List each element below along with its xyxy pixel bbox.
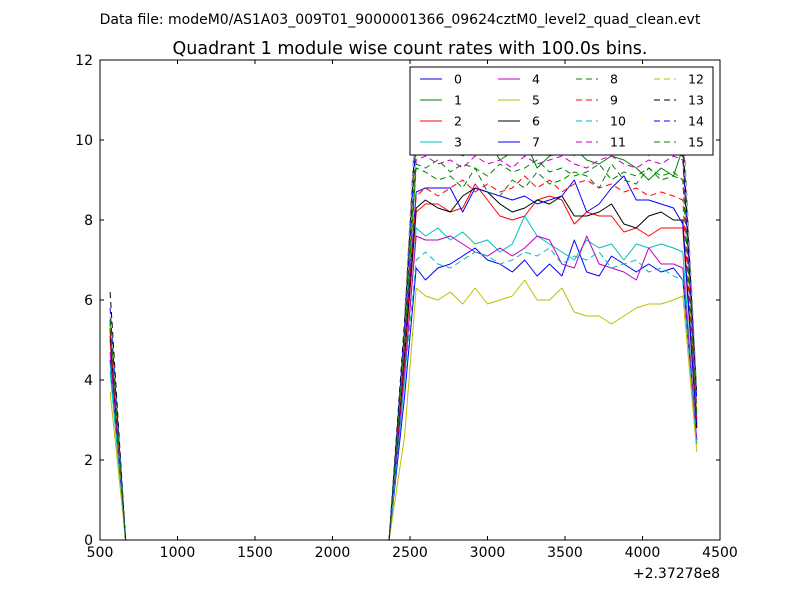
legend-label-9: 9: [610, 93, 618, 108]
y-tick-label: 0: [84, 533, 93, 549]
axis-ticks: 500 1000 1500 2000 2500 3000 3500 4000 4500 0 2 4 6 8…: [75, 53, 738, 561]
legend-label-15: 15: [688, 135, 704, 150]
legend-label-6: 6: [532, 114, 540, 129]
x-tick-label: 1500: [237, 545, 273, 561]
legend-label-10: 10: [610, 114, 626, 129]
legend-label-11: 11: [610, 135, 626, 150]
x-tick-label: 4000: [625, 545, 661, 561]
y-tick-label: 4: [84, 373, 93, 389]
legend-label-5: 5: [532, 93, 540, 108]
legend-label-1: 1: [454, 93, 462, 108]
legend-label-3: 3: [454, 135, 462, 150]
chart-title: Quadrant 1 module wise count rates with …: [173, 39, 648, 59]
figure-suptitle: Data file: modeM0/AS1A03_009T01_90000013…: [100, 12, 701, 28]
legend-label-12: 12: [688, 72, 704, 87]
legend-label-13: 13: [688, 93, 704, 108]
x-tick-label: 1000: [160, 545, 196, 561]
legend-label-7: 7: [532, 135, 540, 150]
legend-label-8: 8: [610, 72, 618, 87]
y-tick-label: 10: [75, 133, 93, 149]
series-line-15: [109, 159, 698, 541]
x-offset-label: +2.37278e8: [633, 566, 720, 582]
plot-series-group: [109, 87, 698, 541]
series-line-11: [109, 155, 698, 541]
series-line-13: [109, 115, 698, 541]
y-tick-label: 6: [84, 293, 93, 309]
x-tick-label: 2500: [392, 545, 428, 561]
x-tick-label: 500: [87, 545, 114, 561]
x-tick-label: 4500: [702, 545, 738, 561]
y-tick-label: 8: [84, 213, 93, 229]
series-line-14: [109, 131, 698, 541]
y-tick-label: 2: [84, 453, 93, 469]
legend-label-0: 0: [454, 72, 462, 87]
legend-label-14: 14: [688, 114, 704, 129]
x-tick-label: 3000: [470, 545, 506, 561]
legend-label-4: 4: [532, 72, 540, 87]
legend-label-2: 2: [454, 114, 462, 129]
x-tick-label: 2000: [315, 545, 351, 561]
x-tick-label: 3500: [547, 545, 583, 561]
y-tick-label: 12: [75, 53, 93, 69]
legend-box: [409, 66, 714, 156]
